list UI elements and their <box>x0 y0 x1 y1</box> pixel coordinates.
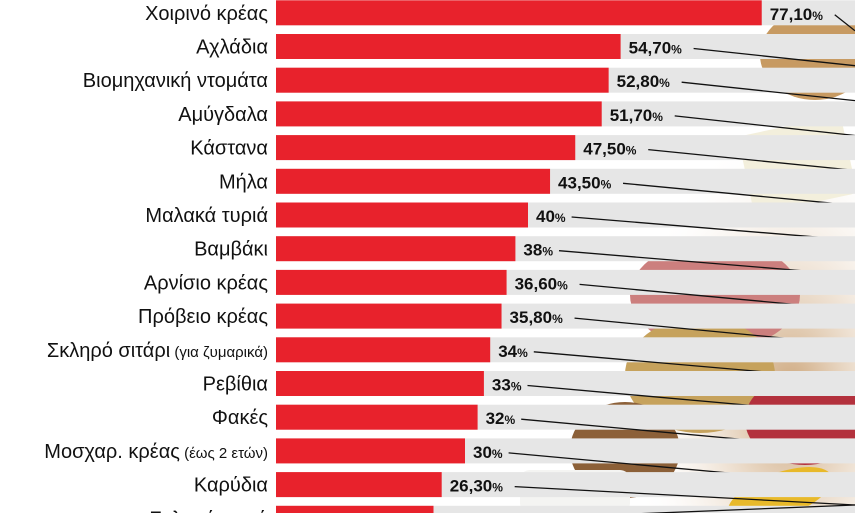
bar <box>276 135 576 161</box>
value-label: 77,10% <box>770 5 824 24</box>
row-band <box>276 505 855 513</box>
value-label: 30% <box>473 443 503 462</box>
leader-line <box>622 182 855 206</box>
category-label: Αχλάδια <box>196 37 268 59</box>
category-label: Χοιρινό κρέας <box>145 3 268 25</box>
bar <box>276 371 484 396</box>
category-label: Καρύδια <box>194 475 268 497</box>
chart-rows: Χοιρινό κρέας 77,10% Αχλάδια 54,70% Βιομηχαν… <box>44 0 855 513</box>
leader-line <box>681 81 855 102</box>
value-label: 34% <box>498 342 528 361</box>
leader-line <box>674 115 855 137</box>
category-label: Φακές <box>212 407 268 429</box>
bar <box>276 404 478 430</box>
bar <box>276 505 434 513</box>
category-label: Μοσχαρ. κρέας (έως 2 ετών) <box>44 441 268 463</box>
bar <box>276 34 621 59</box>
value-label: 25% <box>442 510 472 513</box>
category-label: Μήλα <box>219 171 268 193</box>
value-label: 52,80% <box>617 72 671 91</box>
leader-line <box>648 148 855 172</box>
value-label: 51,70% <box>610 106 664 125</box>
category-label: Μαλακά τυριά <box>145 205 268 227</box>
leader-line <box>693 47 855 67</box>
category-label: Βαμβάκι <box>194 239 268 261</box>
category-label: Ρεβίθια <box>203 374 268 396</box>
value-label: 54,70% <box>629 39 683 58</box>
category-label: Σκληρό σιτάρι (για ζυμαρικά) <box>47 340 268 362</box>
bar <box>276 472 442 498</box>
bar <box>276 438 465 464</box>
value-label: 26,30% <box>450 477 504 496</box>
bar <box>276 303 502 329</box>
category-label: Αμύγδαλα <box>178 104 268 126</box>
bar <box>276 67 609 93</box>
bar <box>276 0 762 26</box>
value-label: 36,60% <box>515 274 569 293</box>
value-label: 40% <box>536 207 566 226</box>
bar <box>276 236 516 262</box>
bar <box>276 269 507 295</box>
value-label: 35,80% <box>510 308 564 327</box>
category-label: Σκληρά τυριά <box>150 508 268 513</box>
category-label: Κάστανα <box>190 138 268 160</box>
bar <box>276 202 528 228</box>
bar <box>276 101 602 127</box>
value-label: 33% <box>492 376 522 395</box>
category-label: Βιομηχανική ντομάτα <box>83 70 268 92</box>
category-label: Πρόβειο κρέας <box>138 306 268 328</box>
value-label: 43,50% <box>558 173 612 192</box>
category-label: Αρνίσιο κρέας <box>144 272 268 294</box>
bar <box>276 168 551 194</box>
value-label: 38% <box>523 241 553 260</box>
leader-line <box>834 14 855 32</box>
value-label: 32% <box>486 409 516 428</box>
leader-line <box>514 485 855 506</box>
bar <box>276 337 491 363</box>
value-label: 47,50% <box>583 140 637 159</box>
